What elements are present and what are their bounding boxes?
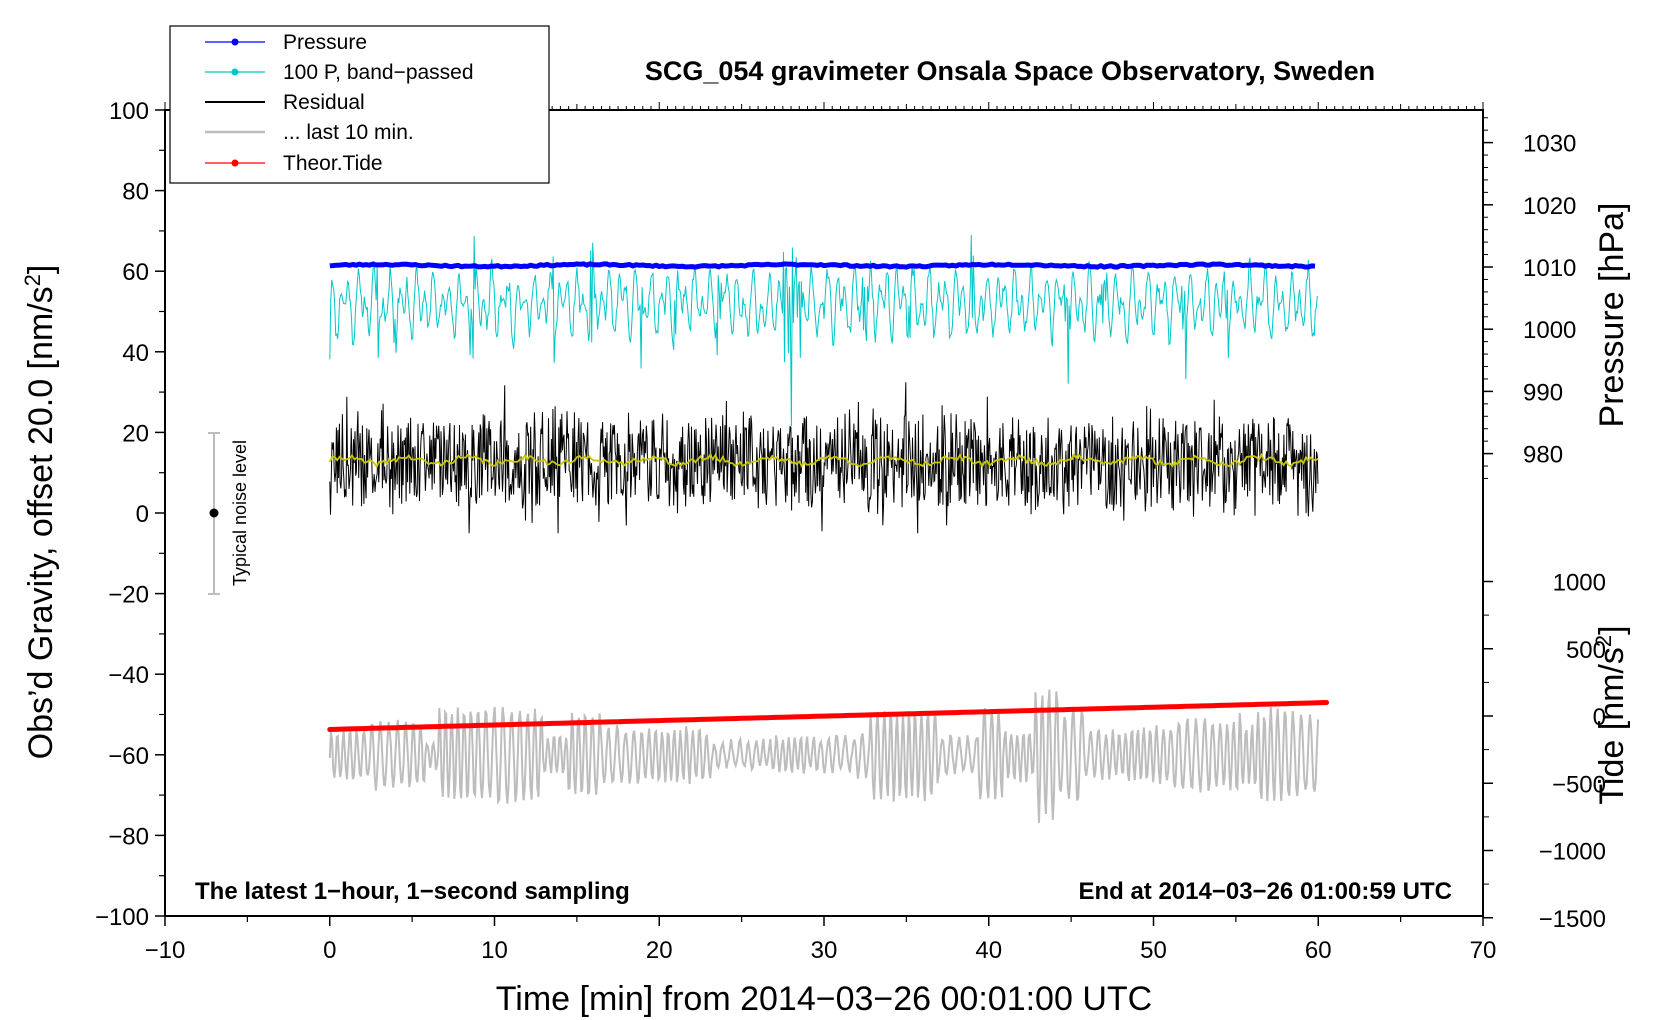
legend: Pressure 100 P, band−passed Residual ...… (169, 25, 550, 184)
y-tick-label: 100 (109, 98, 149, 125)
tide-tick-label: 1000 (1553, 570, 1606, 597)
smoothed-series-line (328, 452, 1319, 469)
legend-label-bandpassed: 100 P, band−passed (283, 61, 474, 84)
y-tick-label: −60 (108, 743, 149, 770)
x-tick-label: 60 (1305, 937, 1332, 964)
last10-series-line (328, 689, 1320, 823)
legend-marker-pressure (231, 38, 239, 46)
tide-axis-title: Tide [nm/s2] (1591, 625, 1631, 804)
pressure-tick-label: 990 (1523, 379, 1563, 406)
x-tick-label: 50 (1140, 937, 1167, 964)
y-tick-label: −80 (108, 823, 149, 850)
y-tick-label: 40 (122, 340, 149, 367)
tide-tick-label: 500 (1566, 637, 1606, 664)
pressure-tick-label: 980 (1523, 442, 1563, 469)
legend-item-last10: ... last 10 min. (205, 121, 414, 144)
noise-bar-point (209, 508, 219, 518)
pressure-tick-label: 1010 (1523, 255, 1576, 282)
x-tick-label: 10 (481, 937, 508, 964)
legend-marker-tide (231, 159, 239, 167)
pressure-series-line (329, 261, 1316, 270)
noise-bar-label: Typical noise level (230, 440, 250, 586)
tide-tick-label: −1000 (1539, 839, 1606, 866)
legend-label-last10: ... last 10 min. (283, 121, 414, 144)
bandpassed-series-line (329, 235, 1318, 427)
x-tick-label: 20 (646, 937, 673, 964)
x-tick-label: 40 (975, 937, 1002, 964)
noise-level-bar: Typical noise level (208, 432, 250, 595)
y-tick-label: 80 (122, 179, 149, 206)
y-tick-label: 0 (136, 501, 149, 528)
pressure-tick-label: 1000 (1523, 317, 1576, 344)
legend-label-tide: Theor.Tide (283, 152, 383, 175)
legend-label-pressure: Pressure (283, 31, 367, 54)
legend-label-residual: Residual (283, 91, 365, 114)
tide-tick-label: −1500 (1539, 906, 1606, 933)
tide-series-line (327, 700, 1329, 732)
y-axis-title: Obs’d Gravity, offset 20.0 [nm/s2] (20, 265, 60, 760)
residual-series-line (329, 382, 1319, 534)
y-tick-label: −20 (108, 582, 149, 609)
legend-box (169, 25, 550, 184)
pressure-tick-label: 1020 (1523, 193, 1576, 220)
y-tick-label: −40 (108, 662, 149, 689)
annotation-right: End at 2014−03−26 01:00:59 UTC (1078, 878, 1452, 905)
x-tick-label: 0 (323, 937, 336, 964)
y-tick-label: 20 (122, 420, 149, 447)
x-axis-title: Time [min] from 2014−03−26 00:01:00 UTC (496, 980, 1152, 1018)
legend-item-residual: Residual (205, 91, 365, 114)
x-tick-label: 70 (1470, 937, 1497, 964)
pressure-axis-title: Pressure [hPa] (1593, 203, 1631, 428)
x-tick-label: 30 (811, 937, 838, 964)
tide-tick-label: −500 (1552, 771, 1606, 798)
ticks-layer: −10 0 10 20 30 40 50 60 70100806040200−20−40−60−… (95, 98, 1606, 964)
plot-frame (164, 109, 1484, 917)
tide-tick-label: 0 (1593, 704, 1606, 731)
legend-item-tide: Theor.Tide (205, 152, 383, 175)
legend-item-pressure: Pressure (205, 31, 367, 54)
y-tick-label: 60 (122, 259, 149, 286)
chart-title: SCG_054 gravimeter Onsala Space Observat… (645, 56, 1375, 86)
pressure-tick-label: 1030 (1523, 131, 1576, 158)
legend-item-bandpassed: 100 P, band−passed (205, 61, 474, 84)
series-layer (327, 235, 1329, 823)
legend-marker-bandpassed (231, 68, 239, 76)
annotation-left: The latest 1−hour, 1−second sampling (195, 878, 630, 905)
x-tick-label: −10 (145, 937, 186, 964)
y-tick-label: −100 (95, 904, 149, 931)
